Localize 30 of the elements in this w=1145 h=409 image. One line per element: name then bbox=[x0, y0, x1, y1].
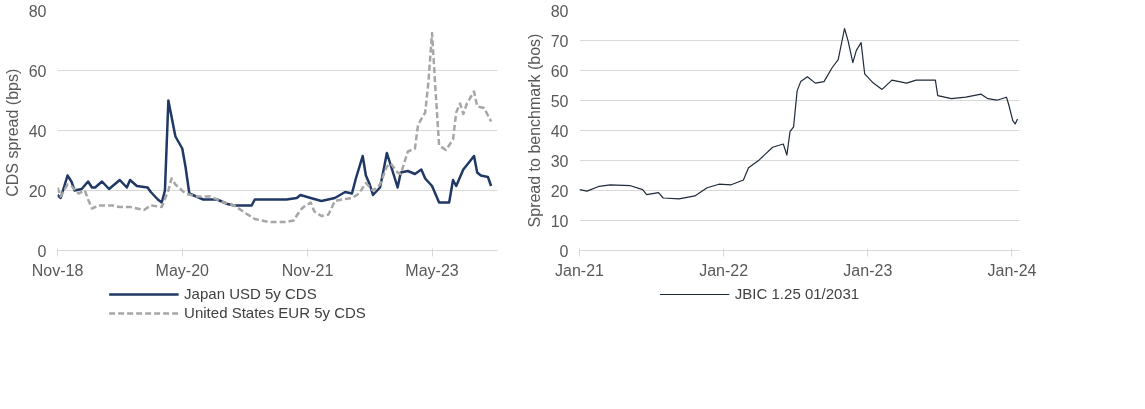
y-tick-label: 10 bbox=[550, 212, 569, 230]
y-axis-title: Spread to benchmark (bos) bbox=[525, 33, 543, 228]
x-tick-label: Jan-22 bbox=[699, 261, 749, 279]
y-tick-label: 20 bbox=[28, 182, 47, 200]
y-tick-label: 20 bbox=[550, 182, 569, 200]
y-tick-label: 60 bbox=[28, 62, 47, 80]
x-tick-label: Nov-18 bbox=[31, 261, 84, 279]
x-tick-label: Nov-21 bbox=[281, 261, 334, 279]
y-axis-title: CDS spread (bps) bbox=[3, 68, 21, 197]
x-tick-label: Jan-21 bbox=[555, 261, 605, 279]
legend-label: JBIC 1.25 01/2031 bbox=[734, 285, 860, 302]
x-tick-label: May-20 bbox=[155, 261, 210, 279]
y-tick-label: 70 bbox=[550, 32, 569, 50]
x-tick-label: Jan-24 bbox=[987, 261, 1037, 279]
y-tick-label: 40 bbox=[550, 122, 569, 140]
line-series bbox=[57, 99, 493, 207]
y-tick-label: 80 bbox=[550, 2, 569, 20]
y-tick-label: 0 bbox=[37, 242, 47, 260]
y-tick-label: 80 bbox=[28, 2, 47, 20]
line-series bbox=[57, 31, 493, 224]
line-series bbox=[579, 27, 1019, 200]
y-tick-label: 40 bbox=[28, 122, 47, 140]
y-tick-label: 60 bbox=[550, 62, 569, 80]
x-tick-label: May-23 bbox=[405, 261, 459, 279]
legend-label: Japan USD 5y CDS bbox=[184, 285, 317, 302]
y-tick-label: 0 bbox=[559, 242, 569, 260]
x-tick-label: Jan-23 bbox=[843, 261, 893, 279]
legend-label: United States EUR 5y CDS bbox=[184, 304, 366, 321]
y-tick-label: 50 bbox=[550, 92, 569, 110]
y-tick-label: 30 bbox=[550, 152, 569, 170]
